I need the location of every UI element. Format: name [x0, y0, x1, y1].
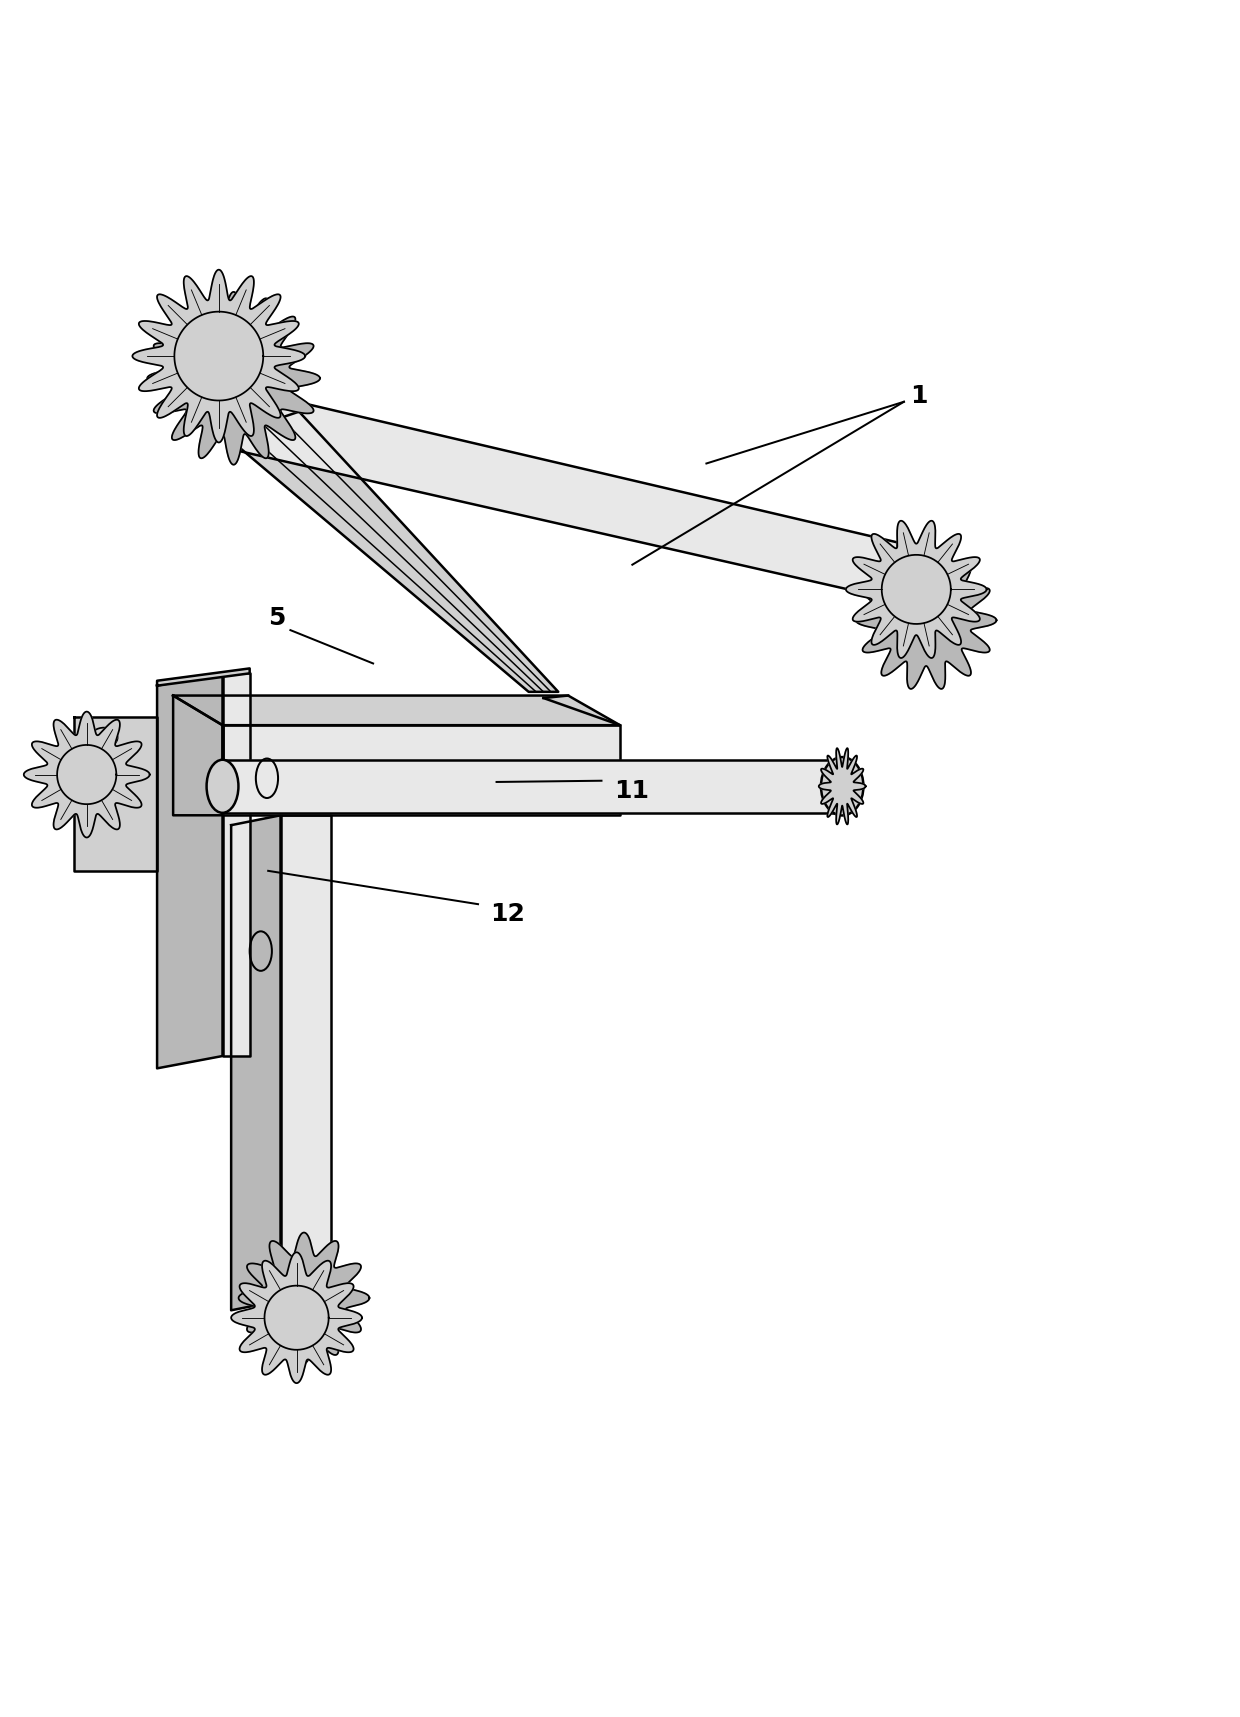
Text: 5: 5 [268, 606, 285, 630]
Polygon shape [231, 1252, 362, 1384]
Text: 12: 12 [490, 901, 526, 925]
Polygon shape [174, 695, 620, 725]
Polygon shape [24, 711, 150, 838]
Polygon shape [133, 270, 305, 443]
Polygon shape [157, 668, 249, 685]
Polygon shape [222, 673, 249, 1056]
Polygon shape [148, 292, 320, 465]
Polygon shape [818, 749, 866, 824]
Polygon shape [856, 551, 997, 689]
Ellipse shape [207, 759, 238, 812]
Polygon shape [222, 725, 620, 816]
Text: 11: 11 [614, 778, 649, 802]
Polygon shape [226, 412, 558, 692]
Polygon shape [238, 1233, 370, 1363]
Polygon shape [222, 759, 842, 812]
Polygon shape [280, 816, 331, 1300]
Ellipse shape [821, 757, 863, 816]
Polygon shape [157, 673, 222, 1068]
Polygon shape [74, 716, 157, 871]
Polygon shape [228, 391, 898, 599]
Polygon shape [231, 816, 280, 1310]
Polygon shape [174, 695, 222, 816]
Polygon shape [846, 520, 987, 658]
Text: 1: 1 [910, 383, 928, 407]
